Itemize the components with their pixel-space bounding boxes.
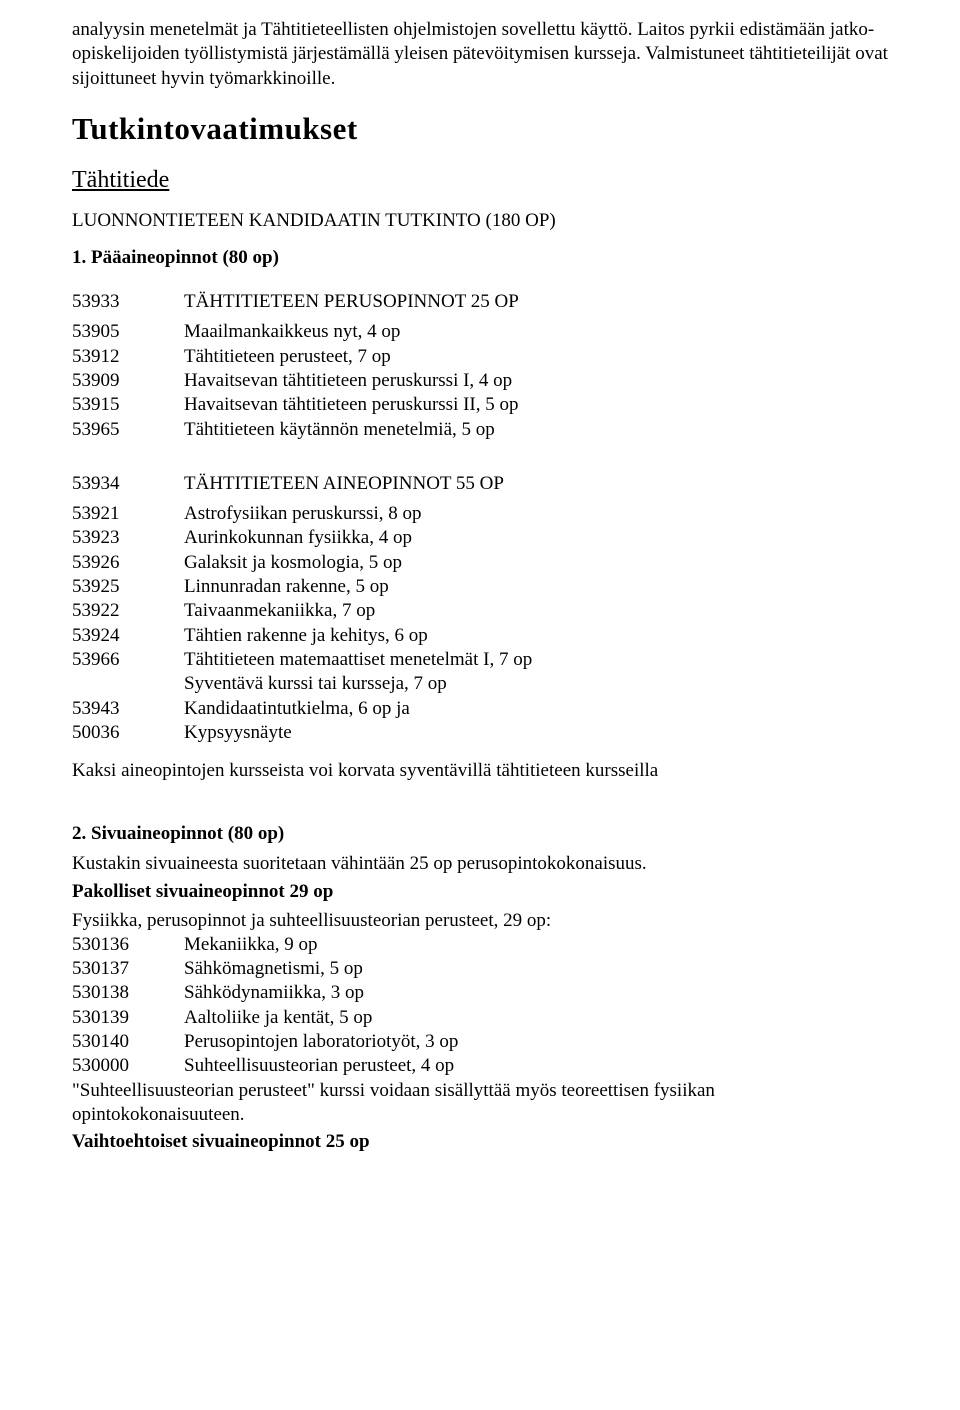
course-desc: Perusopintojen laboratoriotyöt, 3 op bbox=[184, 1030, 888, 1054]
minor-title: 2. Sivuaineopinnot (80 op) bbox=[72, 822, 888, 846]
course-code: 530137 bbox=[72, 957, 184, 981]
course-code: 530139 bbox=[72, 1006, 184, 1030]
course-code bbox=[72, 672, 184, 696]
course-desc: Suhteellisuusteorian perusteet, 4 op bbox=[184, 1054, 888, 1078]
course-desc: TÄHTITIETEEN PERUSOPINNOT 25 OP bbox=[184, 290, 888, 314]
minor-mandatory-intro: Fysiikka, perusopinnot ja suhteellisuust… bbox=[72, 909, 888, 933]
course-desc: Maailmankaikkeus nyt, 4 op bbox=[184, 320, 888, 344]
course-code: 53905 bbox=[72, 320, 184, 344]
course-code: 53923 bbox=[72, 526, 184, 550]
course-row: 530000Suhteellisuusteorian perusteet, 4 … bbox=[72, 1054, 888, 1078]
minor-mandatory-title: Pakolliset sivuaineopinnot 29 op bbox=[72, 880, 888, 904]
course-row: 530136Mekaniikka, 9 op bbox=[72, 933, 888, 957]
course-desc: Sähkömagnetismi, 5 op bbox=[184, 957, 888, 981]
course-desc: Tähtien rakenne ja kehitys, 6 op bbox=[184, 624, 888, 648]
course-block-2: 53921Astrofysiikan peruskurssi, 8 op5392… bbox=[72, 502, 888, 745]
course-code: 530000 bbox=[72, 1054, 184, 1078]
course-desc: Sähködynamiikka, 3 op bbox=[184, 981, 888, 1005]
course-desc: Tähtitieteen käytännön menetelmiä, 5 op bbox=[184, 418, 888, 442]
subject-heading: Tähtitiede bbox=[72, 165, 888, 196]
course-desc: Taivaanmekaniikka, 7 op bbox=[184, 599, 888, 623]
course-desc: Astrofysiikan peruskurssi, 8 op bbox=[184, 502, 888, 526]
course-row: 50036Kypsyysnäyte bbox=[72, 721, 888, 745]
course-code: 530140 bbox=[72, 1030, 184, 1054]
course-row: 53912Tähtitieteen perusteet, 7 op bbox=[72, 345, 888, 369]
minor-mandatory-note: "Suhteellisuusteorian perusteet" kurssi … bbox=[72, 1079, 888, 1128]
major-title: 1. Pääaineopinnot (80 op) bbox=[72, 246, 888, 270]
course-row: Syventävä kurssi tai kursseja, 7 op bbox=[72, 672, 888, 696]
course-desc: Linnunradan rakenne, 5 op bbox=[184, 575, 888, 599]
course-code: 530136 bbox=[72, 933, 184, 957]
course-code: 53915 bbox=[72, 393, 184, 417]
course-row: 530139Aaltoliike ja kentät, 5 op bbox=[72, 1006, 888, 1030]
course-header-row: 53933 TÄHTITIETEEN PERUSOPINNOT 25 OP bbox=[72, 290, 888, 314]
course-desc: Aaltoliike ja kentät, 5 op bbox=[184, 1006, 888, 1030]
course-row: 53905Maailmankaikkeus nyt, 4 op bbox=[72, 320, 888, 344]
course-desc: Kypsyysnäyte bbox=[184, 721, 888, 745]
course-code: 53925 bbox=[72, 575, 184, 599]
course-code: 53921 bbox=[72, 502, 184, 526]
course-code: 53933 bbox=[72, 290, 184, 314]
course-desc: Mekaniikka, 9 op bbox=[184, 933, 888, 957]
course-header-row: 53934 TÄHTITIETEEN AINEOPINNOT 55 OP bbox=[72, 472, 888, 496]
course-row: 53965Tähtitieteen käytännön menetelmiä, … bbox=[72, 418, 888, 442]
course-row: 53966Tähtitieteen matemaattiset menetelm… bbox=[72, 648, 888, 672]
course-row: 53922Taivaanmekaniikka, 7 op bbox=[72, 599, 888, 623]
course-row: 530140Perusopintojen laboratoriotyöt, 3 … bbox=[72, 1030, 888, 1054]
course-row: 53924Tähtien rakenne ja kehitys, 6 op bbox=[72, 624, 888, 648]
course-code: 53943 bbox=[72, 697, 184, 721]
course-desc: Aurinkokunnan fysiikka, 4 op bbox=[184, 526, 888, 550]
main-heading: Tutkintovaatimukset bbox=[72, 109, 888, 149]
course-row: 53921Astrofysiikan peruskurssi, 8 op bbox=[72, 502, 888, 526]
course-row: 53923Aurinkokunnan fysiikka, 4 op bbox=[72, 526, 888, 550]
course-desc: Syventävä kurssi tai kursseja, 7 op bbox=[184, 672, 888, 696]
course-row: 530137Sähkömagnetismi, 5 op bbox=[72, 957, 888, 981]
course-desc: Galaksit ja kosmologia, 5 op bbox=[184, 551, 888, 575]
course-code: 53965 bbox=[72, 418, 184, 442]
course-code: 53922 bbox=[72, 599, 184, 623]
course-desc: TÄHTITIETEEN AINEOPINNOT 55 OP bbox=[184, 472, 888, 496]
course-code: 53966 bbox=[72, 648, 184, 672]
course-row: 53915Havaitsevan tähtitieteen peruskurss… bbox=[72, 393, 888, 417]
course-desc: Havaitsevan tähtitieteen peruskurssi II,… bbox=[184, 393, 888, 417]
course-code: 530138 bbox=[72, 981, 184, 1005]
intro-paragraph: analyysin menetelmät ja Tähtitieteellist… bbox=[72, 18, 888, 91]
course-row: 530138Sähködynamiikka, 3 op bbox=[72, 981, 888, 1005]
document-page: analyysin menetelmät ja Tähtitieteellist… bbox=[0, 0, 960, 1199]
course-block-1: 53905Maailmankaikkeus nyt, 4 op53912Täht… bbox=[72, 320, 888, 442]
course-code: 53912 bbox=[72, 345, 184, 369]
course-code: 53934 bbox=[72, 472, 184, 496]
course-row: 53943Kandidaatintutkielma, 6 op ja bbox=[72, 697, 888, 721]
course-desc: Tähtitieteen perusteet, 7 op bbox=[184, 345, 888, 369]
course-code: 53909 bbox=[72, 369, 184, 393]
course-desc: Havaitsevan tähtitieteen peruskurssi I, … bbox=[184, 369, 888, 393]
course-row: 53926Galaksit ja kosmologia, 5 op bbox=[72, 551, 888, 575]
course-code: 50036 bbox=[72, 721, 184, 745]
minor-mandatory-block: 530136Mekaniikka, 9 op530137Sähkömagneti… bbox=[72, 933, 888, 1079]
course-desc: Tähtitieteen matemaattiset menetelmät I,… bbox=[184, 648, 888, 672]
course-desc: Kandidaatintutkielma, 6 op ja bbox=[184, 697, 888, 721]
minor-intro: Kustakin sivuaineesta suoritetaan vähint… bbox=[72, 852, 888, 876]
course-row: 53909Havaitsevan tähtitieteen peruskurss… bbox=[72, 369, 888, 393]
course-code: 53924 bbox=[72, 624, 184, 648]
minor-optional-title: Vaihtoehtoiset sivuaineopinnot 25 op bbox=[72, 1130, 888, 1154]
course-code: 53926 bbox=[72, 551, 184, 575]
course-row: 53925Linnunradan rakenne, 5 op bbox=[72, 575, 888, 599]
major-note: Kaksi aineopintojen kursseista voi korva… bbox=[72, 759, 888, 783]
degree-heading: LUONNONTIETEEN KANDIDAATIN TUTKINTO (180… bbox=[72, 209, 888, 233]
